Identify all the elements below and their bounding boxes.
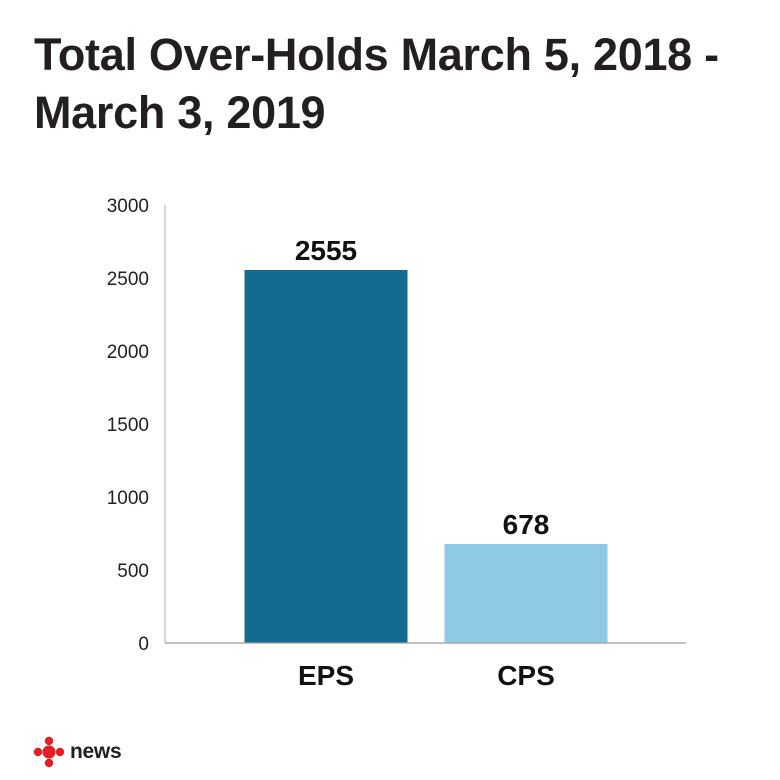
bars: 2555 678	[244, 235, 608, 643]
y-tick-label: 500	[117, 561, 149, 582]
bar-cps	[444, 544, 608, 643]
chart-title: Total Over-Holds March 5, 2018 - March 3…	[34, 29, 719, 138]
y-tick-label: 2000	[107, 342, 149, 363]
x-axis: EPS CPS	[165, 642, 686, 691]
y-tick-label: 2500	[107, 269, 149, 290]
data-label: 2555	[295, 235, 357, 266]
y-tick-label: 0	[138, 634, 149, 655]
cbc-gem-icon	[33, 736, 65, 768]
logo-text: news	[70, 740, 122, 763]
y-axis: 0 500 1000 1500 2000 2500 3000	[107, 196, 166, 655]
y-tick-label: 1500	[107, 415, 149, 436]
y-tick-label: 3000	[107, 196, 149, 217]
bar-eps	[244, 269, 408, 643]
data-label: 678	[503, 509, 550, 540]
x-category-label: EPS	[298, 660, 354, 691]
x-category-label: CPS	[497, 660, 555, 691]
y-tick-label: 1000	[107, 488, 149, 509]
cbc-news-logo: news	[32, 735, 122, 769]
